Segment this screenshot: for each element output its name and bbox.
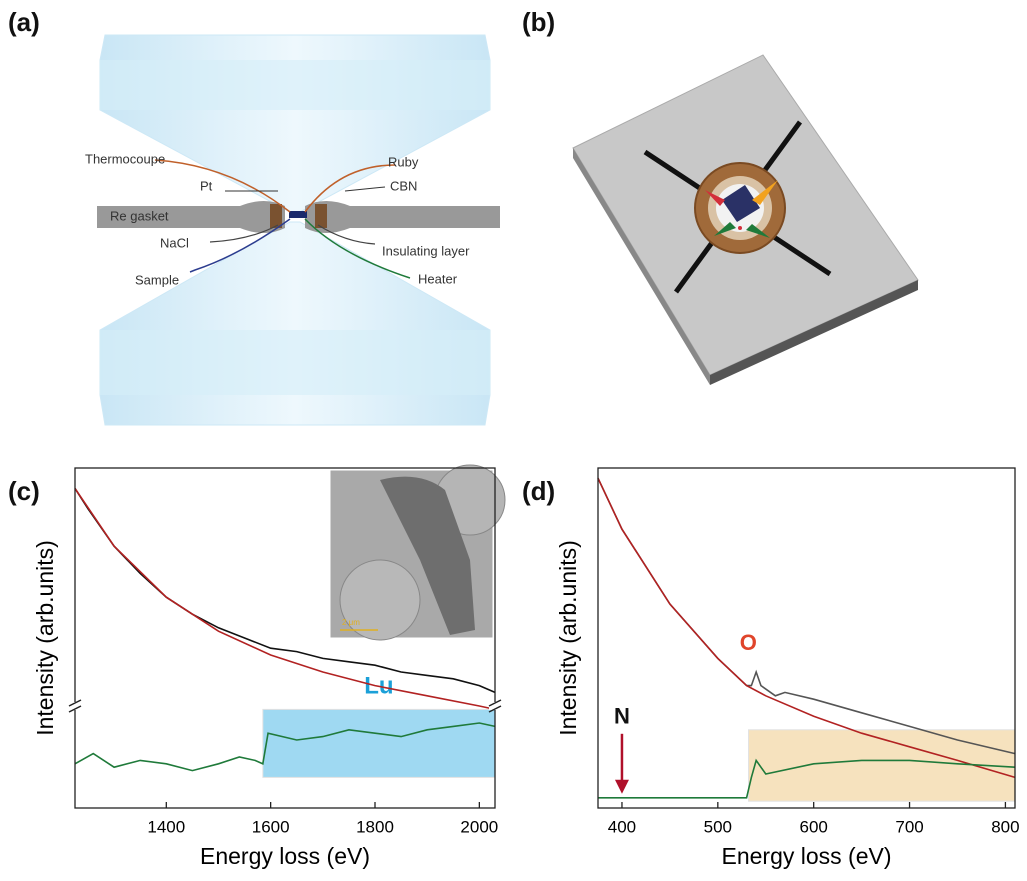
- diagram-label: Insulating layer: [382, 243, 470, 258]
- x-tick-label: 1600: [252, 817, 290, 836]
- diagram-label: Ruby: [388, 154, 419, 169]
- scale-label: 2 μm: [342, 618, 360, 627]
- x-tick-label: 400: [608, 817, 636, 836]
- plot-frame: [74, 467, 496, 809]
- x-axis-label: Energy loss (eV): [200, 843, 370, 869]
- highlight-region: [748, 729, 1016, 802]
- annotation: N: [614, 704, 630, 729]
- x-tick-label: 700: [895, 817, 923, 836]
- axis-break: [488, 699, 502, 707]
- x-axis-label: Energy loss (eV): [721, 843, 891, 869]
- axis-break: [69, 702, 81, 710]
- x-tick-label: 500: [704, 817, 732, 836]
- diagram-label: NaCl: [160, 235, 189, 250]
- chip-diagram: [572, 54, 919, 385]
- axis-break: [489, 702, 501, 710]
- panel-label: (b): [522, 7, 555, 37]
- anvil-diagram: Thermocoupe Pt Re gasket NaCl Sample Rub…: [85, 34, 500, 426]
- series-line: [597, 477, 1016, 779]
- highlight-region: [262, 708, 496, 778]
- diagram-label: Thermocoupe: [85, 151, 165, 166]
- x-tick-label: 800: [991, 817, 1019, 836]
- axis-break: [68, 705, 82, 713]
- plot-frame: [597, 467, 1016, 809]
- series-line: [598, 758, 1016, 799]
- axis-break: [488, 705, 502, 713]
- panel-label: (d): [522, 476, 555, 506]
- panel-label: (c): [8, 476, 40, 506]
- series-line: [74, 487, 496, 711]
- y-axis-label: Intensity (arb.units): [555, 540, 581, 736]
- panel-label: (a): [8, 7, 40, 37]
- diagram-label: Heater: [418, 271, 458, 286]
- annotation: O: [740, 630, 757, 655]
- diagram-label: Re gasket: [110, 208, 169, 223]
- y-axis-label: Intensity (arb.units): [32, 540, 58, 736]
- diagram-label: Sample: [135, 272, 179, 287]
- inset-image: 2 μm: [329, 464, 506, 641]
- arrow-head: [614, 779, 629, 794]
- series-line: [74, 487, 496, 694]
- axis-break: [68, 699, 82, 707]
- diagram-label: Pt: [200, 178, 213, 193]
- diagram-label: CBN: [390, 178, 417, 193]
- x-tick-label: 2000: [460, 817, 498, 836]
- x-tick-label: 1800: [356, 817, 394, 836]
- x-tick-label: 600: [800, 817, 828, 836]
- series-line: [74, 722, 496, 772]
- x-tick-label: 1400: [147, 817, 185, 836]
